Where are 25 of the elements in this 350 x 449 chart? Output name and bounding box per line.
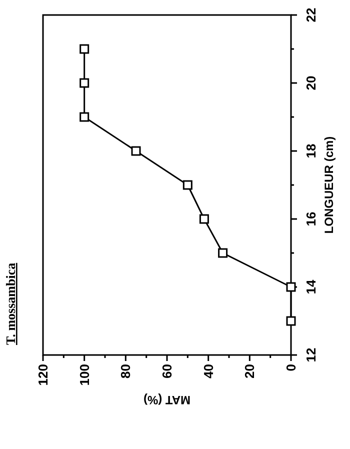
y-tick-label: 22 [304,8,319,22]
x-tick-label: 40 [200,364,216,378]
y-tick-label: 18 [304,144,319,158]
point [182,180,192,190]
point [131,146,141,156]
point [218,248,228,258]
y-axis-title: LONGUEUR (cm) [322,136,336,234]
point [199,214,209,224]
y-tick-label: 14 [304,279,319,294]
y-tick-label: 16 [304,212,319,226]
x-axis-title: MAT (%) [143,392,191,407]
x-tick-label: 60 [160,364,175,378]
point [80,78,90,88]
y-tick-label: 12 [304,348,319,362]
text: T. mossambica [3,262,18,345]
point [286,282,296,292]
x-tick-label: 100 [76,364,92,386]
point [80,112,90,122]
x-tick-label: 20 [242,364,258,378]
x-tick-label: 120 [36,364,51,386]
x-tick-label: 0 [284,364,299,372]
point [80,44,90,54]
point [286,316,296,326]
x-tick-label: 80 [118,364,134,378]
y-tick-label: 20 [304,76,319,90]
